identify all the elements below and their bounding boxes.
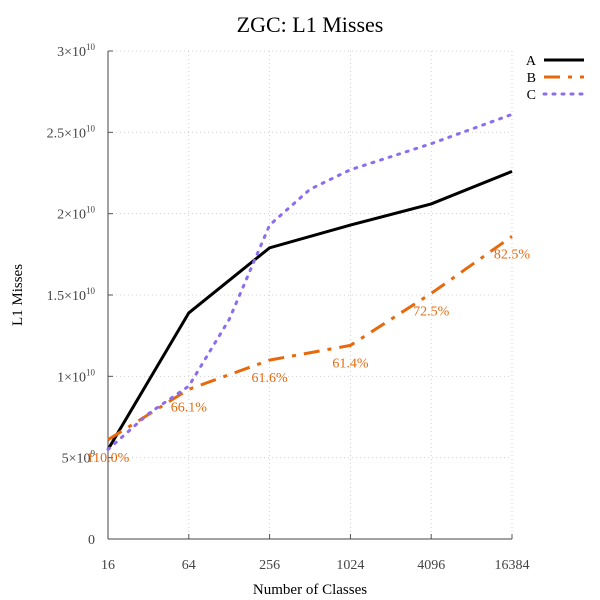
x-tick-label: 64 [182, 558, 196, 573]
x-axis-title: Number of Classes [253, 582, 367, 598]
y-tick-label: 0 [88, 533, 95, 548]
y-tick-label: 5×109 [62, 449, 96, 467]
data-label: 66.1% [171, 400, 208, 415]
series-line-c [106, 112, 514, 451]
y-tick-label: 2×1010 [57, 205, 95, 223]
legend: ABC [526, 54, 586, 103]
y-tick-label: 2.5×1010 [47, 123, 96, 141]
series-lines [106, 112, 514, 451]
x-tick-label: 16384 [495, 558, 530, 573]
chart-title: ZGC: L1 Misses [237, 12, 384, 37]
series-line-b [107, 235, 513, 442]
y-tick-label: 1.5×1010 [47, 286, 96, 304]
grid-lines [107, 50, 513, 540]
legend-label-a: A [526, 54, 537, 69]
data-label: 110.0% [87, 451, 130, 466]
x-tick-label: 256 [259, 558, 280, 573]
data-label: 72.5% [413, 304, 450, 319]
x-tick-label: 1024 [336, 558, 364, 573]
legend-label-b: B [527, 71, 536, 86]
data-labels: 110.0% 66.1% 61.6% 61.4% 72.5% 82.5% [87, 247, 531, 465]
data-label: 82.5% [494, 247, 531, 262]
x-tick-labels: 16 64 256 1024 4096 16384 [101, 558, 530, 573]
y-axis-title: L1 Misses [10, 264, 26, 326]
y-tick-labels: 0 5×109 1×1010 1.5×1010 2×1010 2.5×1010 3×1010 [47, 42, 96, 548]
legend-label-c: C [527, 88, 536, 103]
y-tick-label: 3×1010 [57, 42, 95, 60]
data-label: 61.4% [332, 356, 369, 371]
series-line-a [106, 170, 513, 451]
y-tick-label: 1×1010 [57, 367, 95, 385]
axes [107, 50, 513, 540]
data-label: 61.6% [252, 371, 289, 386]
x-tick-label: 4096 [417, 558, 445, 573]
x-tick-label: 16 [101, 558, 115, 573]
